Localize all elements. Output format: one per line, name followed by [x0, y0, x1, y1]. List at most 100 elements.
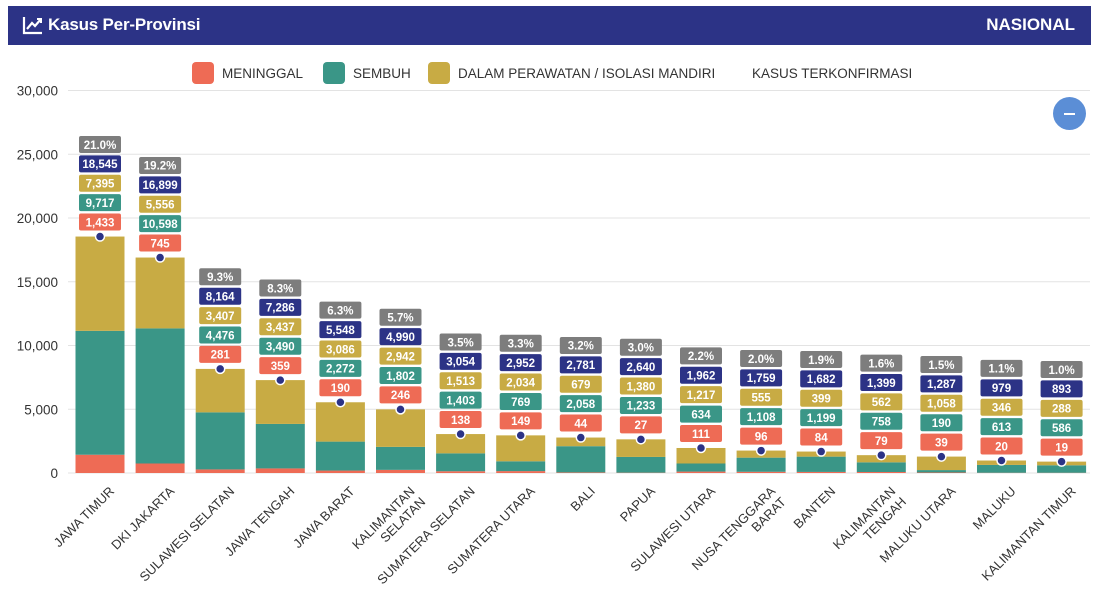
legend-item-meninggal[interactable]: MENINGGAL: [192, 62, 303, 84]
label-sembuh-badge: 10,598: [139, 215, 182, 233]
label-meninggal: 138: [451, 415, 471, 427]
label-terkonfirmasi-badge: 1,962: [680, 366, 722, 384]
label-sembuh-badge: 613: [980, 418, 1023, 436]
label-meninggal: 149: [511, 416, 530, 428]
legend-item-perawatan[interactable]: DALAM PERAWATAN / ISOLASI MANDIRI: [428, 62, 715, 84]
label-meninggal: 79: [875, 436, 888, 448]
label-percent: 5.7%: [387, 313, 413, 325]
label-sembuh-bg: [139, 215, 182, 233]
label-meninggal: 745: [151, 238, 171, 250]
label-meninggal: 246: [391, 390, 410, 402]
label-perawatan: 288: [1052, 404, 1072, 416]
y-tick-label: 25,000: [17, 147, 58, 162]
bar-meninggal: [195, 469, 245, 473]
label-meninggal-bg: [439, 411, 482, 429]
label-perawatan-bg: [499, 373, 542, 391]
label-perawatan-bg: [980, 398, 1023, 416]
x-tick-label: JAWA BARAT: [290, 483, 358, 551]
line-chart-icon: [22, 17, 42, 35]
label-perawatan-badge: 2,942: [379, 347, 422, 365]
bar-perawatan: [676, 447, 726, 464]
label-perawatan-bg: [800, 389, 843, 407]
label-sembuh-bg: [79, 194, 121, 212]
label-sembuh: 190: [932, 418, 951, 430]
label-terkonfirmasi: 7,286: [266, 303, 295, 315]
label-sembuh-badge: 1,403: [439, 391, 482, 409]
label-perawatan-bg: [259, 318, 302, 336]
legend: MENINGGAL SEMBUH DALAM PERAWATAN / ISOLA…: [0, 60, 1099, 86]
label-percent: 2.0%: [748, 354, 774, 366]
chart-header: Kasus Per-Provinsi NASIONAL: [8, 6, 1091, 45]
label-meninggal-badge: 39: [920, 433, 963, 451]
x-tick-label: JAWA TIMUR: [51, 484, 117, 550]
confirmed-point: [94, 231, 106, 242]
bar-meninggal: [556, 472, 606, 473]
y-tick-label: 10,000: [17, 339, 58, 354]
label-sembuh-bg: [259, 337, 302, 355]
label-terkonfirmasi-badge: 2,952: [499, 354, 542, 372]
label-percent-bg: [439, 333, 482, 351]
label-perawatan: 1,058: [927, 399, 956, 411]
bar-meninggal: [736, 471, 786, 473]
label-sembuh: 586: [1052, 423, 1071, 435]
label-terkonfirmasi-bg: [379, 328, 422, 346]
label-meninggal-bg: [680, 424, 722, 442]
label-perawatan-badge: 399: [800, 389, 843, 407]
label-perawatan-badge: 3,437: [259, 318, 302, 336]
label-meninggal: 44: [574, 418, 587, 430]
bar-sembuh: [556, 446, 606, 473]
legend-item-sembuh[interactable]: SEMBUH: [323, 62, 411, 84]
confirmed-point: [876, 449, 887, 461]
label-sembuh: 2,272: [326, 364, 355, 376]
label-meninggal-badge: 745: [139, 234, 182, 252]
label-percent-bg: [259, 279, 302, 297]
legend-label-meninggal: MENINGGAL: [222, 65, 304, 81]
label-sembuh: 1,108: [747, 412, 776, 424]
label-sembuh-bg: [499, 392, 542, 410]
label-perawatan-badge: 5,556: [139, 195, 182, 213]
label-sembuh-badge: 3,490: [259, 337, 302, 355]
label-meninggal-bg: [800, 428, 843, 446]
confirmed-point: [815, 446, 827, 457]
label-meninggal-badge: 27: [619, 416, 662, 434]
label-perawatan-badge: 1,217: [680, 386, 722, 404]
bar-meninggal: [796, 471, 846, 473]
label-percent-badge: 2.0%: [740, 349, 783, 367]
confirmed-point: [515, 430, 526, 441]
label-perawatan-badge: 1,380: [619, 377, 662, 395]
label-meninggal-badge: 20: [980, 437, 1023, 455]
label-terkonfirmasi-badge: 1,682: [800, 370, 843, 388]
confirmed-point: [936, 451, 947, 462]
bar-sembuh: [315, 441, 365, 471]
bar-meninggal: [856, 471, 906, 473]
label-meninggal-badge: 1,433: [79, 213, 121, 231]
scope-label[interactable]: NASIONAL: [986, 15, 1075, 34]
label-percent-badge: 3.5%: [439, 333, 482, 351]
label-perawatan-bg: [860, 393, 903, 411]
label-sembuh-bg: [319, 359, 362, 377]
bar-sembuh: [796, 456, 846, 472]
label-meninggal: 1,433: [86, 217, 115, 229]
label-meninggal-bg: [619, 416, 662, 434]
label-meninggal-bg: [139, 234, 182, 252]
label-terkonfirmasi-badge: 5,548: [319, 321, 362, 339]
label-perawatan: 555: [752, 393, 772, 405]
label-perawatan: 1,217: [687, 390, 716, 402]
legend-item-terkonfirmasi[interactable]: KASUS TERKONFIRMASI: [752, 62, 912, 84]
bar-meninggal: [376, 469, 425, 473]
label-percent-badge: 3.0%: [619, 338, 662, 356]
label-terkonfirmasi: 8,164: [206, 292, 235, 304]
x-tick-label: PAPUA: [617, 483, 658, 524]
label-meninggal-badge: 246: [379, 386, 422, 404]
label-meninggal-badge: 149: [499, 412, 542, 430]
label-sembuh-bg: [920, 414, 963, 432]
label-meninggal-bg: [1040, 438, 1083, 456]
label-terkonfirmasi-badge: 2,781: [559, 356, 602, 374]
label-terkonfirmasi-bg: [920, 375, 963, 393]
confirmed-point: [455, 428, 466, 440]
label-sembuh-bg: [379, 366, 422, 384]
label-sembuh-badge: 1,233: [619, 396, 662, 414]
label-percent-badge: 1.1%: [980, 359, 1023, 377]
collapse-button[interactable]: [1053, 97, 1086, 130]
